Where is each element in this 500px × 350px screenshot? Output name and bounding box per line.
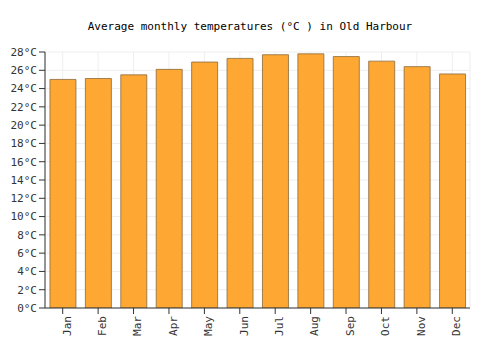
svg-text:May: May	[202, 316, 215, 336]
svg-text:Nov: Nov	[415, 316, 428, 336]
svg-text:18°C: 18°C	[11, 137, 38, 150]
svg-text:Sep: Sep	[344, 316, 357, 336]
svg-text:14°C: 14°C	[11, 174, 38, 187]
svg-text:Oct: Oct	[379, 316, 392, 336]
svg-text:Feb: Feb	[96, 316, 109, 336]
svg-text:10°C: 10°C	[11, 210, 38, 223]
svg-text:24°C: 24°C	[11, 82, 38, 95]
svg-text:Dec: Dec	[450, 316, 463, 336]
svg-text:0°C: 0°C	[17, 302, 37, 315]
svg-text:12°C: 12°C	[11, 192, 38, 205]
svg-text:Jul: Jul	[273, 316, 286, 336]
svg-text:Mar: Mar	[131, 316, 144, 336]
svg-text:2°C: 2°C	[17, 284, 37, 297]
svg-text:Apr: Apr	[167, 316, 180, 336]
svg-text:22°C: 22°C	[11, 101, 38, 114]
svg-text:26°C: 26°C	[11, 64, 38, 77]
svg-text:8°C: 8°C	[17, 229, 37, 242]
svg-text:Jun: Jun	[238, 316, 251, 336]
svg-text:4°C: 4°C	[17, 265, 37, 278]
svg-text:16°C: 16°C	[11, 156, 38, 169]
html-text:Average monthly temperatures (: Average monthly temperatures (°C ) in Ol…	[87, 20, 413, 33]
svg-text:20°C: 20°C	[11, 119, 38, 132]
svg-text:28°C: 28°C	[11, 46, 38, 59]
svg-text:6°C: 6°C	[17, 247, 37, 260]
svg-text:Aug: Aug	[308, 316, 321, 336]
svg-text:Jan: Jan	[61, 316, 74, 336]
